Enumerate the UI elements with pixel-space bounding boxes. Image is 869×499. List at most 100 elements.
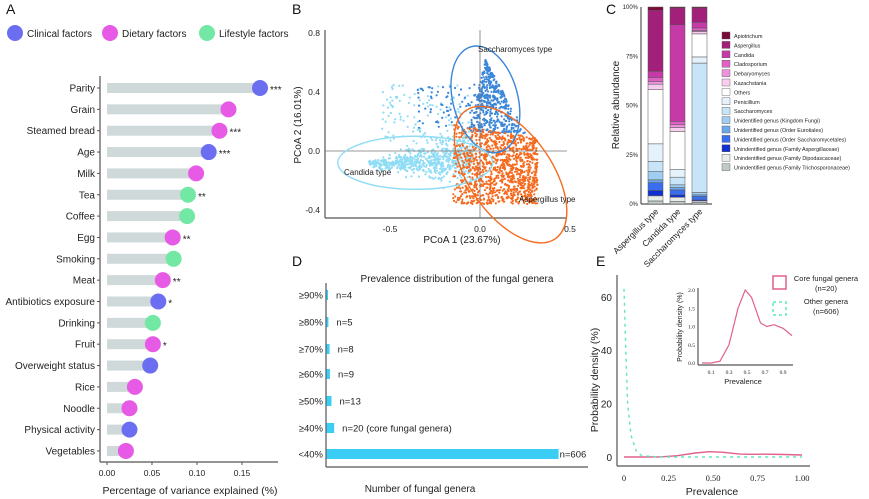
- point-saccharomyces-type: [502, 123, 505, 126]
- point-aspergillus-type: [491, 132, 494, 135]
- point-aspergillus-type: [462, 166, 465, 169]
- point-aspergillus-type: [461, 143, 464, 146]
- point-aspergillus-type: [527, 163, 530, 166]
- point-candida-type: [410, 164, 413, 167]
- x-tick-label: 0.25: [661, 473, 676, 483]
- point-aspergillus-type: [533, 177, 536, 180]
- point-candida-type: [399, 115, 402, 118]
- point-candida-type: [464, 170, 467, 173]
- point-saccharomyces-type: [490, 121, 493, 124]
- point-candida-type: [451, 164, 454, 167]
- bar-segment: [669, 24, 686, 122]
- point-candida-type: [391, 87, 394, 90]
- point-aspergillus-type: [486, 199, 489, 202]
- point-aspergillus-type: [455, 186, 458, 189]
- point-aspergillus-type: [515, 163, 518, 166]
- legend-label: Aspergillus: [734, 43, 761, 49]
- point-candida-type: [444, 147, 447, 150]
- point-aspergillus-type: [473, 186, 476, 189]
- category-label: Vegetables: [46, 446, 96, 457]
- point-aspergillus-type: [503, 152, 506, 156]
- point-saccharomyces-type: [470, 121, 473, 124]
- point-saccharomyces-type: [511, 122, 514, 125]
- point-saccharomyces-type: [500, 100, 503, 103]
- point-aspergillus-type: [476, 163, 480, 166]
- y-tick-label: 0%: [629, 202, 638, 208]
- significance-stars: ***: [230, 128, 242, 139]
- legend-label: Unidentified genus (Order Saccharomyceta…: [734, 137, 846, 143]
- point-candida-type: [406, 157, 409, 160]
- point-saccharomyces-type: [421, 122, 424, 125]
- point-aspergillus-type: [482, 198, 485, 201]
- legend-entry: Cladosporium: [721, 60, 768, 68]
- point-aspergillus-type: [533, 189, 536, 192]
- point-aspergillus-type: [471, 154, 474, 157]
- dot-clinical: [200, 144, 217, 161]
- point-saccharomyces-type: [502, 91, 505, 94]
- point-candida-type: [419, 167, 422, 170]
- point-aspergillus-type: [506, 134, 509, 137]
- point-aspergillus-type: [464, 147, 467, 150]
- point-aspergillus-type: [502, 162, 505, 165]
- point-aspergillus-type: [459, 187, 462, 190]
- point-aspergillus-type: [522, 139, 525, 142]
- point-saccharomyces-type: [506, 130, 509, 133]
- dot-dietary: [188, 165, 205, 182]
- point-aspergillus-type: [519, 181, 522, 184]
- x-axis-label: Number of fungal genera: [365, 484, 476, 495]
- point-candida-type: [389, 111, 392, 115]
- point-candida-type: [422, 162, 425, 165]
- point-candida-type: [438, 157, 441, 161]
- point-saccharomyces-type: [468, 87, 471, 90]
- point-aspergillus-type: [465, 196, 468, 199]
- point-aspergillus-type: [511, 163, 514, 166]
- point-aspergillus-type: [482, 194, 485, 197]
- point-candida-type: [405, 148, 408, 152]
- point-aspergillus-type: [519, 156, 522, 159]
- point-aspergillus-type: [527, 156, 530, 160]
- point-aspergillus-type: [532, 170, 536, 173]
- panel-d: D Prevalence distribution of the fungal g…: [292, 253, 588, 495]
- point-aspergillus-type: [499, 169, 502, 172]
- point-candida-type: [433, 162, 436, 165]
- point-aspergillus-type: [493, 187, 496, 190]
- point-saccharomyces-type: [500, 105, 503, 108]
- point-aspergillus-type: [489, 201, 492, 204]
- bar-segment: [647, 190, 664, 197]
- point-saccharomyces-type: [417, 126, 420, 129]
- cluster-label: Saccharomyces type: [478, 45, 553, 54]
- point-aspergillus-type: [466, 154, 469, 157]
- legend-entry: Saccharomyces: [721, 106, 773, 115]
- point-candida-type: [393, 121, 396, 124]
- point-saccharomyces-type: [428, 86, 431, 89]
- point-aspergillus-type: [492, 198, 495, 201]
- point-candida-type: [390, 166, 393, 169]
- point-candida-type: [423, 165, 426, 168]
- point-candida-type: [418, 162, 421, 165]
- point-aspergillus-type: [474, 183, 477, 186]
- point-candida-type: [468, 145, 471, 148]
- point-aspergillus-type: [524, 192, 527, 195]
- point-candida-type: [385, 165, 388, 168]
- point-aspergillus-type: [492, 188, 495, 192]
- point-saccharomyces-type: [417, 91, 420, 95]
- point-aspergillus-type: [466, 151, 469, 154]
- point-aspergillus-type: [520, 193, 523, 196]
- point-aspergillus-type: [495, 182, 498, 185]
- point-aspergillus-type: [507, 160, 510, 163]
- point-saccharomyces-type: [494, 124, 497, 127]
- dot-dietary: [220, 101, 237, 118]
- point-saccharomyces-type: [509, 130, 512, 134]
- point-aspergillus-type: [517, 155, 520, 158]
- point-candida-type: [466, 94, 469, 97]
- point-candida-type: [440, 135, 443, 138]
- point-candida-type: [412, 140, 415, 143]
- point-saccharomyces-type: [430, 91, 433, 94]
- point-saccharomyces-type: [489, 81, 492, 85]
- point-candida-type: [417, 157, 420, 160]
- data-label: n=5: [336, 318, 352, 329]
- point-candida-type: [441, 139, 444, 142]
- point-saccharomyces-type: [495, 81, 498, 84]
- point-aspergillus-type: [518, 147, 521, 150]
- point-aspergillus-type: [523, 176, 526, 179]
